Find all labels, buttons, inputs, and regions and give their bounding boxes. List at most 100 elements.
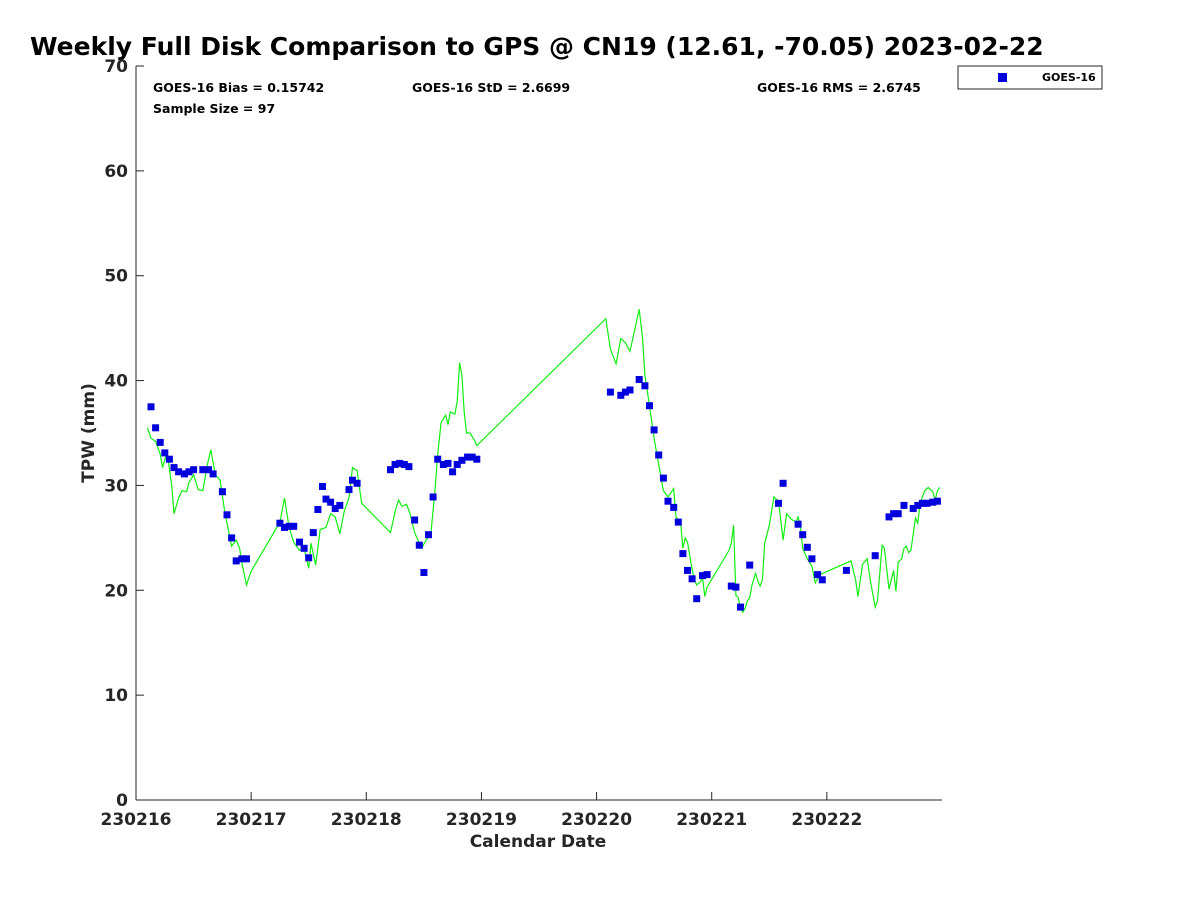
data-point <box>439 461 447 468</box>
data-point <box>703 571 711 579</box>
data-point <box>345 486 353 494</box>
x-tick-label: 230220 <box>561 810 632 830</box>
data-point <box>670 503 678 511</box>
data-point <box>243 555 250 563</box>
data-point <box>914 501 922 509</box>
data-point <box>449 468 457 476</box>
std-stat: GOES-16 StD = 2.6699 <box>412 80 570 95</box>
data-point <box>894 510 902 518</box>
data-point <box>808 555 816 563</box>
data-point <box>205 466 212 474</box>
data-point <box>458 456 466 464</box>
y-axis-ticks: 0 10 20 30 40 50 60 70 <box>104 57 144 811</box>
data-point <box>900 501 908 509</box>
data-point <box>199 466 207 474</box>
data-point <box>929 498 937 506</box>
legend-marker <box>998 73 1007 82</box>
data-point <box>147 403 155 411</box>
data-point <box>473 455 481 463</box>
data-point <box>444 459 452 467</box>
legend-label: GOES-16 <box>1042 71 1096 84</box>
data-point <box>152 424 160 432</box>
data-point <box>468 453 476 461</box>
data-point <box>319 483 326 490</box>
data-point <box>659 474 667 482</box>
data-point <box>650 426 658 434</box>
x-tick-label: 230216 <box>101 810 172 830</box>
data-point <box>336 501 344 509</box>
data-point <box>794 520 802 528</box>
data-point <box>803 543 811 551</box>
data-point <box>818 576 826 584</box>
x-tick-label: 230217 <box>216 810 287 830</box>
data-point <box>290 522 298 530</box>
data-point <box>923 499 931 507</box>
y-tick-label: 40 <box>104 372 128 392</box>
data-point <box>185 468 193 476</box>
data-point <box>228 534 236 542</box>
data-point <box>396 459 404 467</box>
rms-stat: GOES-16 RMS = 2.6745 <box>757 80 921 95</box>
x-tick-label: 230218 <box>331 810 402 830</box>
data-point <box>331 505 339 512</box>
data-point <box>732 583 740 591</box>
data-point <box>429 493 437 501</box>
plot-area <box>135 66 942 801</box>
data-point <box>842 566 850 574</box>
data-point <box>688 575 696 583</box>
data-point <box>387 466 394 474</box>
data-point <box>684 566 691 574</box>
data-point <box>209 470 217 478</box>
data-point <box>699 572 706 580</box>
data-point <box>464 453 472 461</box>
x-tick-label: 230219 <box>446 810 517 830</box>
data-point <box>296 538 303 546</box>
data-point <box>180 470 188 478</box>
y-tick-label: 10 <box>104 686 128 706</box>
data-point <box>746 561 754 569</box>
data-point <box>405 463 413 471</box>
data-point <box>349 476 356 484</box>
data-point <box>453 461 461 468</box>
data-point <box>799 531 807 539</box>
data-point <box>411 516 419 524</box>
data-point <box>218 488 226 496</box>
legend: GOES-16 <box>957 65 1103 90</box>
data-point <box>679 550 687 558</box>
data-point <box>238 555 246 563</box>
data-point <box>327 498 335 506</box>
legend-box <box>957 65 1103 90</box>
data-point <box>779 479 787 487</box>
data-point <box>775 499 782 507</box>
data-point <box>918 499 926 507</box>
x-tick-label: 230222 <box>791 810 862 830</box>
sample-size-stat: Sample Size = 97 <box>153 101 275 116</box>
series-layer <box>146 309 941 614</box>
data-point <box>165 455 173 463</box>
data-point <box>814 571 822 579</box>
data-point <box>664 497 672 505</box>
data-point <box>606 388 614 396</box>
data-point <box>909 505 917 512</box>
data-point <box>626 386 634 394</box>
data-point <box>727 582 735 590</box>
data-point <box>635 376 643 383</box>
x-tick-label: 230221 <box>676 810 747 830</box>
data-point <box>353 479 361 487</box>
y-tick-label: 0 <box>116 791 128 811</box>
y-tick-label: 70 <box>104 57 128 77</box>
data-point <box>646 402 653 410</box>
bias-stat: GOES-16 Bias = 0.15742 <box>153 80 324 95</box>
data-point <box>322 495 330 503</box>
data-point <box>655 451 663 459</box>
x-axis-label: Calendar Date <box>470 832 607 852</box>
data-point <box>674 518 682 526</box>
y-tick-label: 50 <box>104 267 128 287</box>
data-point <box>415 541 423 549</box>
x-axis-ticks: 230216 230217 230218 230219 230220 230221 2302… <box>101 792 862 830</box>
data-point <box>425 531 432 539</box>
chart-title: Weekly Full Disk Comparison to GPS @ CN1… <box>30 32 1044 61</box>
data-point <box>156 438 164 446</box>
data-point <box>232 557 240 565</box>
